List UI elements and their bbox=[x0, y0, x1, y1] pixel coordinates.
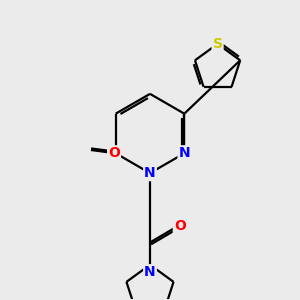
Text: N: N bbox=[178, 146, 190, 160]
Text: S: S bbox=[213, 37, 223, 51]
Text: O: O bbox=[174, 219, 186, 233]
Text: O: O bbox=[108, 146, 120, 160]
Text: N: N bbox=[144, 166, 156, 180]
Text: N: N bbox=[144, 265, 156, 279]
